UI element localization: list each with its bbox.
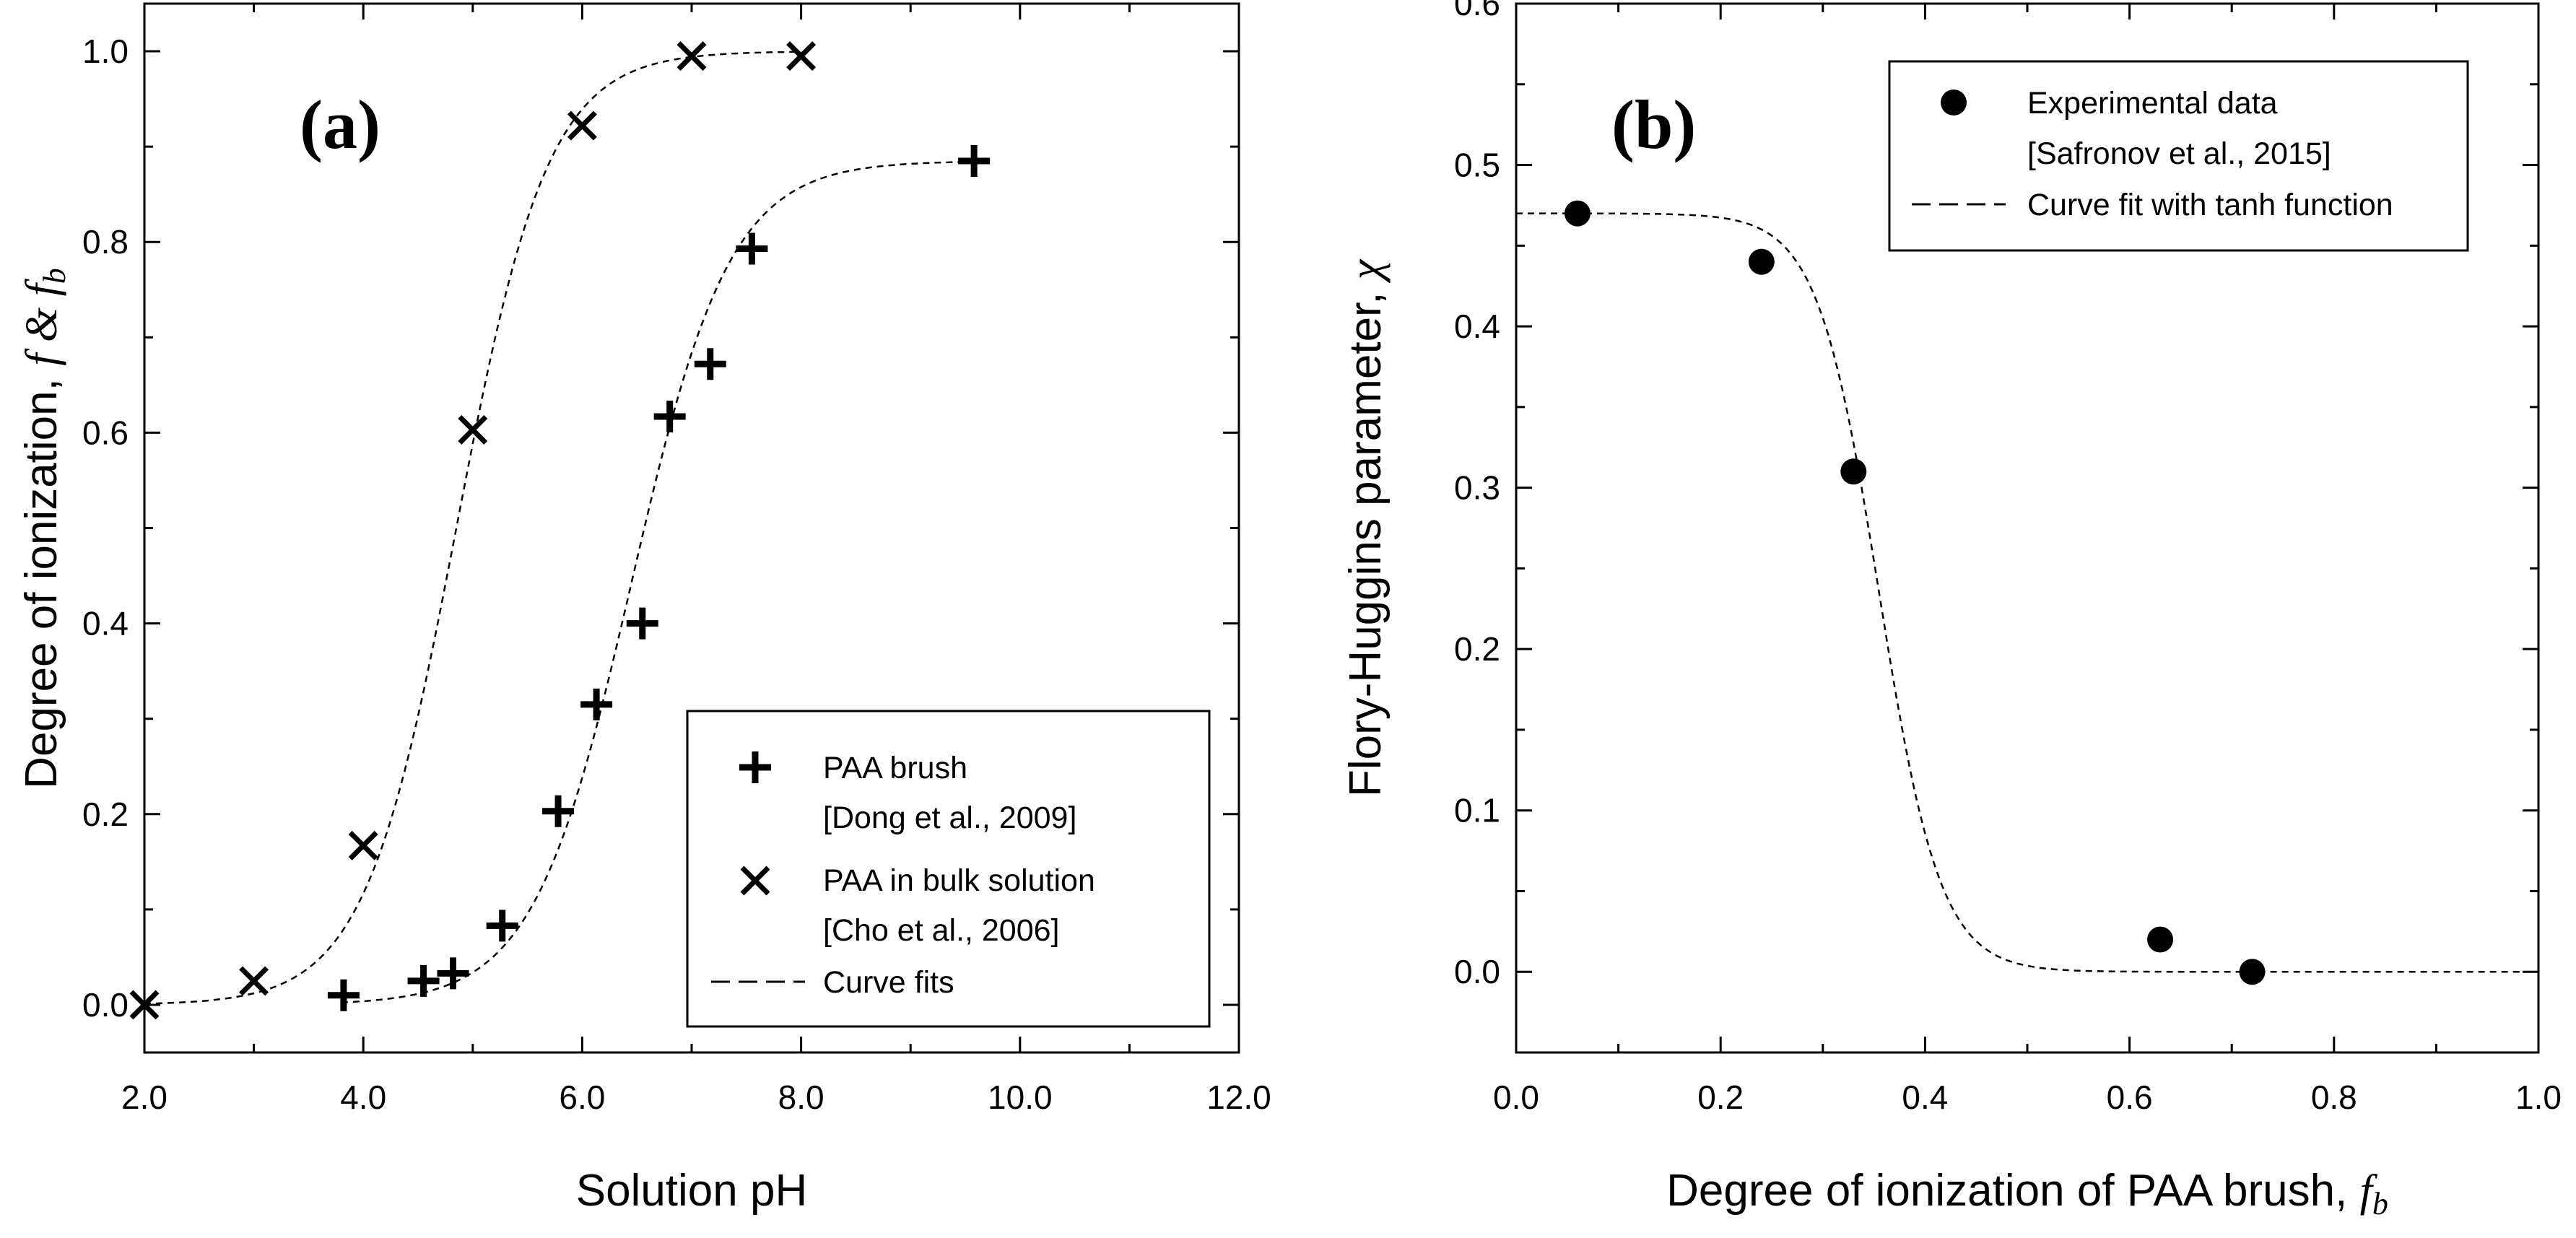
y-tick-label: 0.5	[1454, 147, 1500, 184]
x-tick-label: 6.0	[559, 1078, 605, 1116]
legend-label-paa-brush: PAA brush	[823, 751, 967, 785]
legend-label-paa-bulk: PAA in bulk solution	[823, 863, 1095, 898]
x-tick-label: 0.2	[1697, 1078, 1744, 1116]
data-point-circle	[2239, 959, 2266, 985]
fit-curve	[1516, 212, 2538, 973]
data-point-cross	[458, 414, 488, 445]
x-tick-label: 1.0	[2515, 1078, 2562, 1116]
x-tick-label: 12.0	[1206, 1078, 1271, 1116]
panel-b-tick-labels: 0.0 0.2 0.4 0.6 0.8 1.0 0.0 0.1 0.2 0.3 0.4 0.5 0.6	[1454, 0, 2562, 1116]
y-tick-label: 0.2	[82, 795, 129, 833]
panel-b-legend: Experimental data [Safronov et al., 2015…	[1888, 60, 2469, 252]
data-point-plus	[958, 144, 991, 177]
legend-citation-dong: [Dong et al., 2009]	[823, 801, 1076, 835]
panel-b-ticks	[1515, 2, 2540, 1052]
y-tick-label: 0.0	[1454, 953, 1500, 990]
data-point-cross	[129, 990, 160, 1020]
panel-a-ticks	[143, 4, 1240, 1052]
data-point-plus	[626, 607, 658, 640]
y-tick-label: 1.0	[82, 32, 129, 70]
panel-b-label: (b)	[1611, 86, 1696, 163]
panel-b-y-axis-title: Flory-Huggins parameter, χ	[1341, 258, 1391, 797]
data-point-plus	[653, 400, 686, 432]
x-tick-label: 0.0	[1493, 1078, 1539, 1116]
fit-curve	[341, 160, 977, 1003]
data-point-plus	[694, 348, 726, 380]
legend-marker-plus-icon	[739, 751, 771, 783]
y-tick-label: 0.6	[82, 414, 129, 451]
panel-a-x-axis-title: Solution pH	[576, 1166, 808, 1216]
y-tick-label: 0.2	[1454, 630, 1500, 668]
data-point-plus	[580, 688, 613, 720]
legend-label-tanh-fit: Curve fit with tanh function	[2027, 188, 2393, 222]
data-point-cross	[676, 41, 707, 71]
y-tick-label: 0.0	[82, 986, 129, 1024]
panel-a-y-axis-title: Degree of ionization, f & fb	[17, 268, 72, 789]
data-point-plus	[327, 979, 360, 1011]
y-tick-label: 0.4	[82, 605, 129, 642]
data-point-circle	[1564, 200, 1591, 227]
y-tick-label: 0.3	[1454, 469, 1500, 507]
data-point-circle	[1840, 458, 1867, 485]
legend-marker-circle-icon	[1941, 90, 1967, 115]
x-tick-label: 0.4	[1902, 1078, 1948, 1116]
data-point-plus	[486, 910, 518, 942]
panel-b-x-axis-title: Degree of ionization of PAA brush, fb	[1666, 1166, 2388, 1221]
y-tick-label: 0.4	[1454, 308, 1500, 345]
y-tick-label: 0.8	[82, 223, 129, 261]
data-point-plus	[736, 232, 768, 265]
x-tick-label: 0.8	[2311, 1078, 2357, 1116]
data-point-cross	[348, 830, 378, 860]
data-point-cross	[786, 41, 817, 71]
panel-a-tick-labels: 2.0 4.0 6.0 8.0 10.0 12.0 0.0 0.2 0.4 0.6 0.8 1.0	[82, 32, 1271, 1116]
panel-a-chart: 2.0 4.0 6.0 8.0 10.0 12.0 0.0 0.2 0.4 0.6 0.8 1.0 (…	[17, 2, 1271, 1216]
panel-b-fit-curves	[1516, 212, 2538, 973]
data-point-circle	[1748, 248, 1775, 275]
data-point-plus	[437, 957, 469, 990]
panel-a-legend-box	[686, 710, 1211, 1028]
y-tick-label: 0.1	[1454, 792, 1500, 829]
data-point-cross	[239, 966, 269, 996]
legend-label-experimental-data: Experimental data	[2027, 86, 2278, 121]
panel-a-label: (a)	[300, 86, 380, 163]
panel-a-legend: PAA brush [Dong et al., 2009] PAA in bul…	[686, 710, 1211, 1028]
x-tick-label: 2.0	[121, 1078, 167, 1116]
panel-b-legend-box	[1888, 60, 2469, 252]
x-tick-label: 8.0	[778, 1078, 824, 1116]
data-point-cross	[567, 110, 597, 141]
data-point-plus	[407, 964, 440, 997]
data-point-plus	[542, 795, 575, 827]
data-point-circle	[2147, 926, 2174, 953]
x-tick-label: 0.6	[2107, 1078, 2153, 1116]
panel-b-data-points	[1564, 200, 2266, 985]
y-tick-label: 0.6	[1454, 0, 1500, 22]
legend-citation-safronov: [Safronov et al., 2015]	[2027, 136, 2331, 171]
x-tick-label: 4.0	[340, 1078, 386, 1116]
legend-label-curve-fits: Curve fits	[823, 965, 954, 1000]
legend-marker-cross-icon	[740, 866, 770, 896]
panel-a-data-points	[129, 41, 991, 1020]
x-tick-label: 10.0	[988, 1078, 1053, 1116]
legend-citation-cho: [Cho et al., 2006]	[823, 913, 1060, 948]
panel-b-chart: 0.0 0.2 0.4 0.6 0.8 1.00.00.10.20.30.40.50.6 …	[1341, 0, 2562, 1221]
